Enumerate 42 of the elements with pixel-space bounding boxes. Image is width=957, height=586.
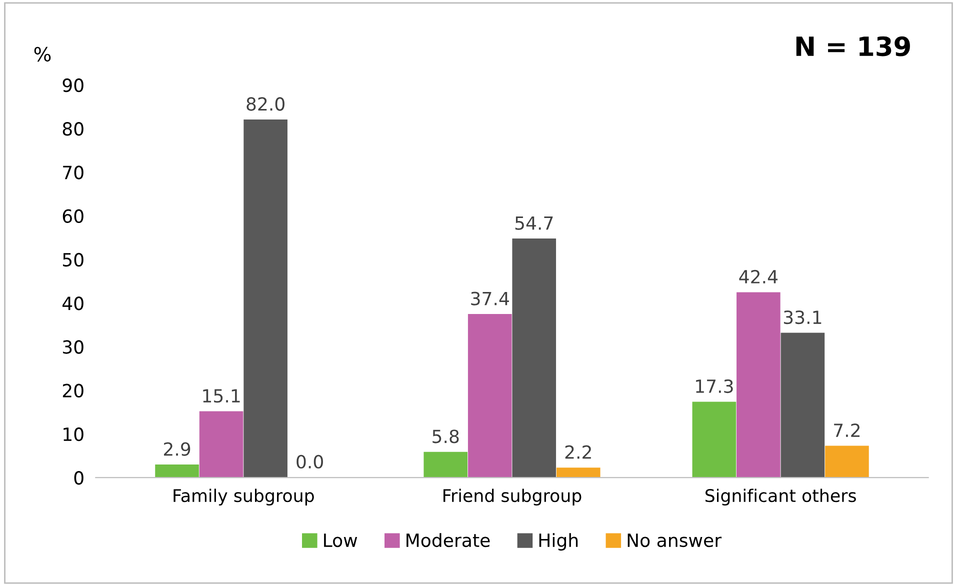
data-label: 7.2: [834, 423, 860, 437]
x-tick-label: Friend subgroup: [444, 488, 582, 506]
data-label: 17.3: [696, 379, 733, 394]
bar: [780, 332, 825, 478]
bar: [155, 464, 199, 478]
text: N = 139: [796, 36, 910, 56]
x-tick-label: Significant others: [706, 488, 856, 506]
bar: [512, 238, 556, 478]
bar: [468, 314, 512, 478]
data-label: 2.9: [164, 442, 190, 456]
y-tick-label: 10: [64, 427, 84, 442]
y-tick-label: 60: [62, 209, 84, 223]
data-label: 82.0: [246, 97, 284, 111]
legend-label: High: [539, 533, 578, 551]
data-label: 33.1: [784, 310, 822, 324]
data-label: 37.4: [471, 292, 509, 306]
y-tick-label: 40: [62, 296, 84, 310]
data-label: 54.7: [515, 216, 553, 230]
bar: [825, 446, 869, 478]
y-tick-label: 0: [74, 471, 84, 485]
data-label: 2.2: [565, 445, 591, 459]
bar: [199, 411, 244, 478]
legend-label: No answer: [628, 534, 722, 548]
y-tick-label: 80: [62, 122, 84, 136]
bar: [692, 402, 736, 478]
data-label: 15.1: [203, 389, 240, 403]
y-tick-label: 50: [63, 252, 84, 267]
data-label: 0.0: [296, 454, 323, 469]
y-tick-label: 20: [62, 384, 84, 398]
bar: [244, 119, 288, 478]
data-label: 5.8: [432, 430, 459, 444]
x-tick-label: Family subgroup: [174, 488, 314, 506]
y-tick-label: 90: [62, 78, 84, 92]
data-label: 42.4: [739, 270, 778, 284]
legend-label: Low: [324, 534, 358, 548]
bar: [556, 468, 600, 478]
y-axis-title: %: [34, 46, 51, 62]
bar: [736, 292, 780, 478]
y-tick-label: 70: [63, 166, 84, 180]
bar: [424, 452, 468, 478]
legend-label: Moderate: [406, 533, 490, 548]
y-tick-label: 30: [62, 340, 84, 354]
